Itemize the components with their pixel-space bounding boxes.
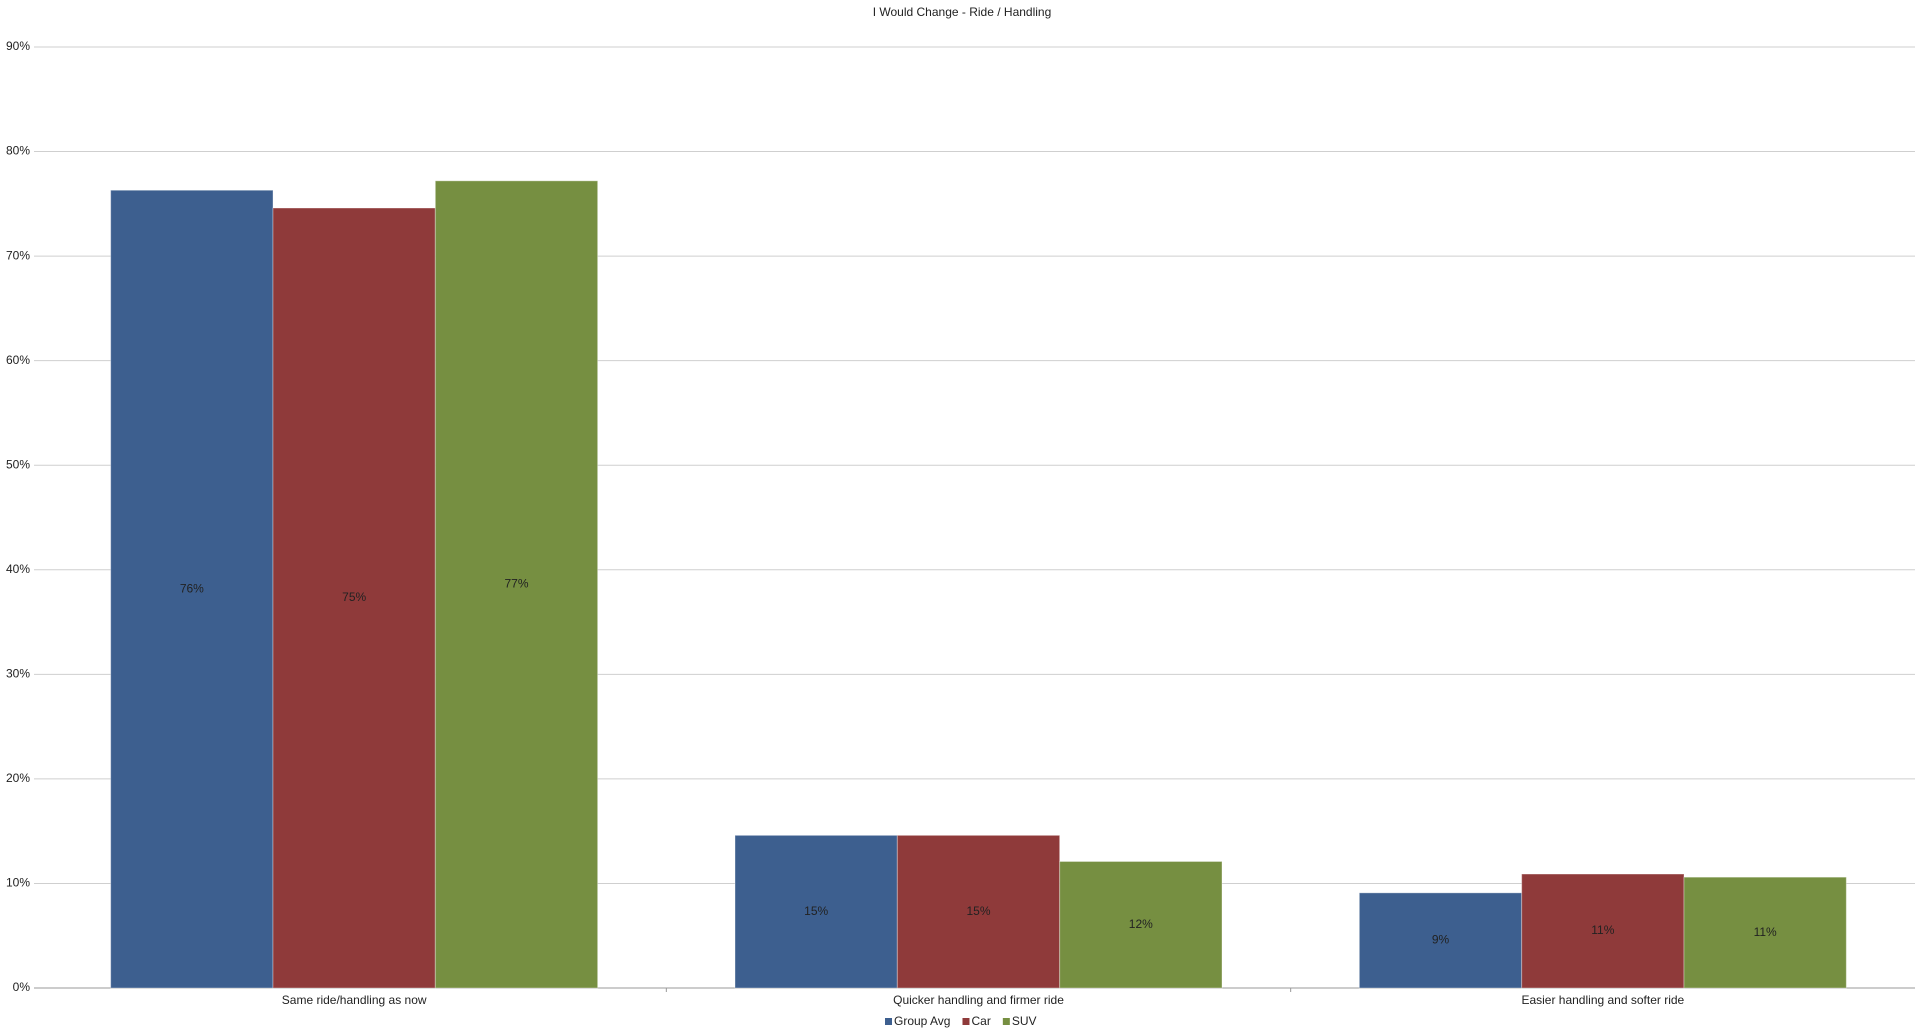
bar — [434, 180, 599, 989]
bar — [1358, 892, 1523, 989]
bar — [272, 207, 436, 989]
y-tick-label: 10% — [6, 876, 30, 890]
legend-label: SUV — [1012, 1014, 1037, 1028]
data-label: 75% — [342, 590, 366, 604]
y-tick-label: 80% — [6, 144, 30, 158]
y-tick-label: 70% — [6, 248, 30, 262]
y-tick-label: 90% — [6, 39, 30, 53]
data-label: 11% — [1591, 923, 1614, 937]
bar — [734, 834, 898, 989]
chart-title: I Would Change - Ride / Handling — [873, 5, 1052, 19]
y-tick-label: 50% — [6, 457, 30, 471]
legend-swatch — [1002, 1018, 1010, 1025]
bar — [896, 834, 1061, 989]
x-tick-label: Easier handling and softer ride — [1521, 993, 1684, 1007]
legend-swatch — [885, 1018, 892, 1025]
data-label: 12% — [1129, 917, 1153, 931]
legend-label: Car — [971, 1014, 990, 1028]
y-tick-label: 30% — [6, 667, 30, 681]
bar — [1059, 860, 1223, 989]
x-tick-label: Same ride/handling as now — [282, 993, 427, 1007]
data-label: 15% — [966, 904, 990, 918]
bar — [1683, 876, 1847, 989]
data-label: 9% — [1432, 933, 1450, 947]
legend-swatch — [962, 1018, 970, 1025]
data-label: 15% — [804, 904, 828, 918]
data-label: 76% — [180, 581, 204, 595]
data-label: 77% — [504, 577, 528, 591]
data-label: 11% — [1754, 925, 1777, 939]
y-tick-label: 20% — [6, 771, 30, 785]
x-tick-label: Quicker handling and firmer ride — [893, 993, 1064, 1007]
y-tick-label: 40% — [6, 562, 30, 576]
y-tick-label: 60% — [6, 353, 30, 367]
legend-label: Group Avg — [894, 1014, 950, 1028]
bar — [110, 189, 274, 989]
y-tick-label: 0% — [13, 980, 31, 994]
